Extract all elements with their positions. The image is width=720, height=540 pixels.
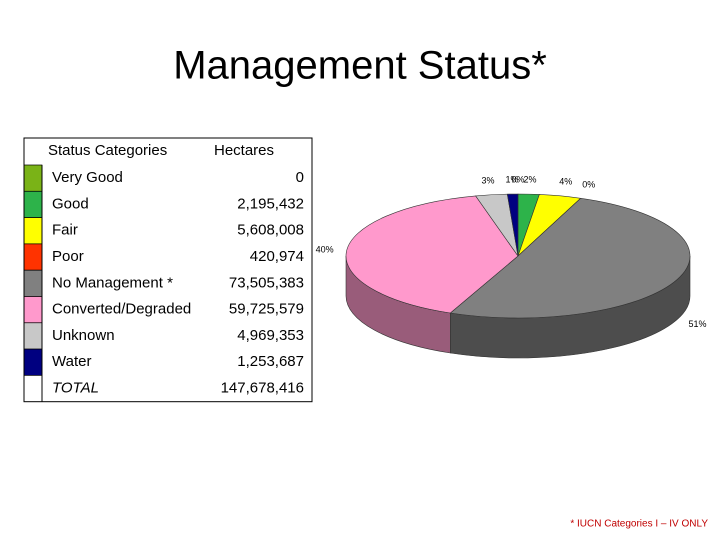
color-swatch xyxy=(23,164,43,192)
hectares-value: 73,505,383 xyxy=(229,274,304,291)
pie-slice xyxy=(506,193,519,257)
color-swatch xyxy=(23,243,43,271)
hectares-value: 1,253,687 xyxy=(237,353,304,370)
slice-label: 51% xyxy=(689,319,707,329)
slice-label: 3% xyxy=(481,175,494,185)
category-label: Converted/Degraded xyxy=(52,301,191,318)
category-label: Poor xyxy=(52,248,84,265)
hectares-value: 2,195,432 xyxy=(237,195,304,212)
slice-label: 0% xyxy=(511,174,524,184)
category-label: Fair xyxy=(52,222,78,239)
color-swatch xyxy=(23,269,43,297)
table-header: Hectares xyxy=(214,142,274,159)
table-header: Status Categories xyxy=(48,142,167,159)
slice-label: 2% xyxy=(524,175,537,185)
color-swatch xyxy=(23,217,43,245)
slice-label: 1% xyxy=(505,174,518,184)
category-label: Good xyxy=(52,195,89,212)
pie-slice xyxy=(345,195,519,314)
category-label: TOTAL xyxy=(52,380,99,397)
category-label: Unknown xyxy=(52,327,115,344)
hectares-value: 147,678,416 xyxy=(221,380,304,397)
color-swatch xyxy=(23,190,43,218)
hectares-value: 420,974 xyxy=(250,248,304,265)
table-border xyxy=(23,137,313,403)
category-label: Very Good xyxy=(52,169,123,186)
color-swatch xyxy=(23,296,43,324)
slice-label: 4% xyxy=(559,177,572,187)
slice-label: 0% xyxy=(582,180,595,190)
hectares-value: 0 xyxy=(296,169,304,186)
color-swatch xyxy=(23,348,43,376)
category-label: Water xyxy=(52,353,91,370)
pie-slice xyxy=(449,197,691,319)
category-label: No Management * xyxy=(52,274,173,291)
footnote: * IUCN Categories I – IV ONLY xyxy=(570,519,708,530)
slice-label: 40% xyxy=(316,244,334,254)
status-table: Status Categories Hectares Very Good 0 Good 2… xyxy=(23,137,313,403)
hectares-value: 5,608,008 xyxy=(237,222,304,239)
pie-chart: 0% 2% 4% 0%51%40%3% 1% xyxy=(316,174,707,359)
hectares-value: 59,725,579 xyxy=(229,301,304,318)
hectares-value: 4,969,353 xyxy=(237,327,304,344)
color-swatch xyxy=(23,322,43,350)
slide-title: Management Status* xyxy=(173,44,547,88)
